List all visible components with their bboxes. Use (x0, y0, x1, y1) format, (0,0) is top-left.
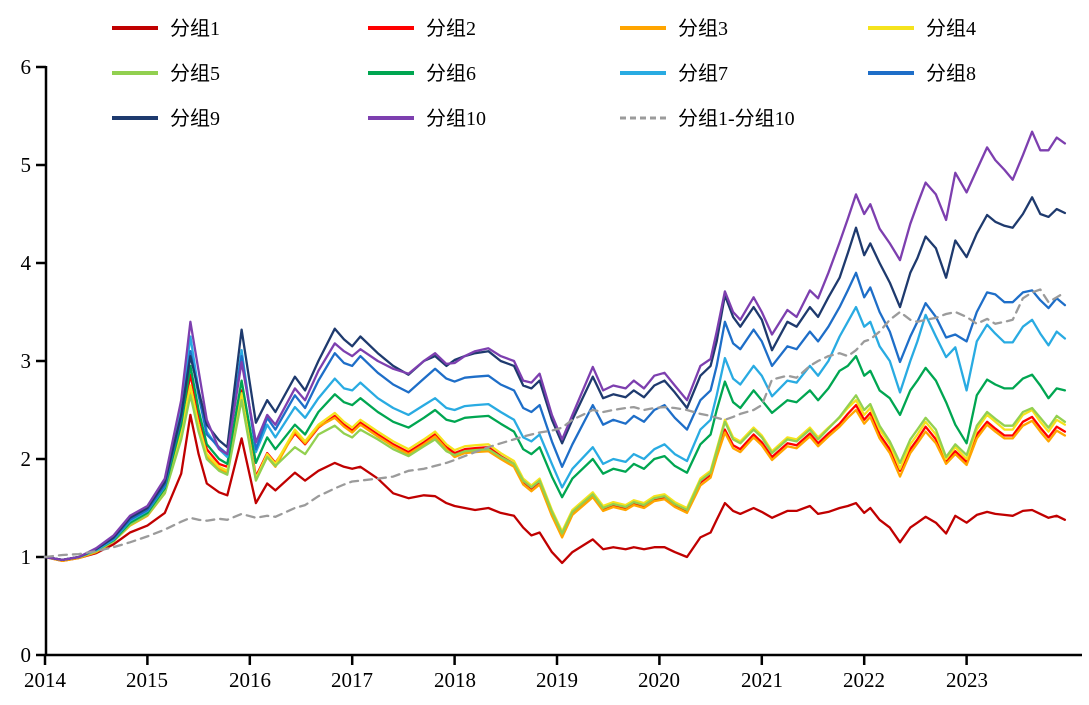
legend-item-group1: 分组1 (112, 17, 220, 40)
legend: 分组1 分组2 分组3 分组4 分组5 分组6 (112, 17, 976, 130)
series-line-spread (43, 288, 1067, 559)
legend-label-group3: 分组3 (678, 17, 728, 40)
x-tick-label-2021: 2021 (741, 668, 783, 692)
legend-label-group7: 分组7 (678, 62, 728, 85)
legend-item-group4: 分组4 (868, 17, 976, 40)
series-line-group1 (43, 413, 1067, 565)
series-line-group5 (43, 394, 1067, 562)
series-line-group7 (43, 305, 1067, 562)
x-tick-label-2016: 2016 (229, 668, 271, 692)
series-line-group10 (43, 130, 1067, 562)
y-tick-label-5: 5 (21, 153, 32, 177)
legend-label-spread: 分组1-分组10 (678, 107, 795, 130)
y-tick-label-1: 1 (21, 545, 32, 569)
y-tick-label-2: 2 (21, 447, 32, 471)
legend-label-group1: 分组1 (170, 17, 220, 40)
y-axis-ticks (36, 65, 46, 657)
x-tick-label-2022: 2022 (843, 668, 885, 692)
series-line-group9 (43, 196, 1067, 562)
legend-item-group6: 分组6 (368, 62, 476, 85)
y-tick-label-0: 0 (21, 643, 32, 667)
x-axis-labels: 2014 2015 2016 2017 2018 2019 2020 2021 … (24, 668, 988, 692)
legend-item-spread: 分组1-分组10 (620, 107, 795, 130)
y-tick-label-3: 3 (21, 349, 32, 373)
legend-item-group3: 分组3 (620, 17, 728, 40)
legend-label-group5: 分组5 (170, 62, 220, 85)
x-tick-label-2023: 2023 (946, 668, 988, 692)
x-tick-label-2020: 2020 (638, 668, 680, 692)
series-lines (43, 130, 1067, 565)
legend-item-group10: 分组10 (368, 107, 486, 130)
x-tick-label-2014: 2014 (24, 668, 67, 692)
legend-item-group5: 分组5 (112, 62, 220, 85)
x-tick-label-2017: 2017 (331, 668, 373, 692)
y-axis-labels: 0 1 2 3 4 5 6 (21, 55, 32, 667)
legend-label-group10: 分组10 (426, 107, 486, 130)
y-tick-label-4: 4 (21, 251, 32, 275)
series-line-group6 (43, 354, 1067, 562)
legend-item-group9: 分组9 (112, 107, 220, 130)
y-tick-label-6: 6 (21, 55, 32, 79)
legend-item-group2: 分组2 (368, 17, 476, 40)
x-tick-label-2019: 2019 (536, 668, 578, 692)
legend-label-group9: 分组9 (170, 107, 220, 130)
legend-item-group8: 分组8 (868, 62, 976, 85)
legend-label-group6: 分组6 (426, 62, 476, 85)
legend-label-group2: 分组2 (426, 17, 476, 40)
legend-item-group7: 分组7 (620, 62, 728, 85)
x-tick-label-2015: 2015 (126, 668, 168, 692)
series-line-group8 (43, 271, 1067, 562)
legend-label-group8: 分组8 (926, 62, 976, 85)
x-axis-ticks (43, 655, 968, 665)
legend-label-group4: 分组4 (926, 17, 976, 40)
x-tick-label-2018: 2018 (434, 668, 476, 692)
